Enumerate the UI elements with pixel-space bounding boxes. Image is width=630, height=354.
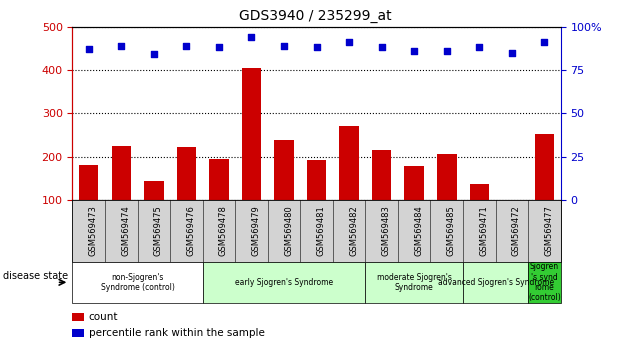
Text: early Sjogren's Syndrome: early Sjogren's Syndrome xyxy=(235,278,333,287)
Bar xyxy=(79,165,98,200)
Bar xyxy=(404,166,424,200)
Text: GSM569474: GSM569474 xyxy=(121,206,130,256)
Text: GSM569473: GSM569473 xyxy=(89,206,98,256)
Text: disease state: disease state xyxy=(3,270,68,280)
Text: GDS3940 / 235299_at: GDS3940 / 235299_at xyxy=(239,9,391,23)
Text: GSM569477: GSM569477 xyxy=(544,206,553,256)
Point xyxy=(149,51,159,57)
Text: GSM569475: GSM569475 xyxy=(154,206,163,256)
Bar xyxy=(469,183,489,200)
Point xyxy=(116,43,126,48)
Text: GSM569472: GSM569472 xyxy=(512,206,521,256)
Point xyxy=(344,39,354,45)
Bar xyxy=(535,134,554,200)
Text: non-Sjogren's
Syndrome (control): non-Sjogren's Syndrome (control) xyxy=(101,273,175,292)
Point xyxy=(507,50,517,55)
Text: GSM569479: GSM569479 xyxy=(251,206,260,256)
Text: count: count xyxy=(89,312,118,322)
Bar xyxy=(176,147,196,200)
Text: Sjogren
's synd
rome
(control): Sjogren 's synd rome (control) xyxy=(528,262,561,302)
Text: GSM569476: GSM569476 xyxy=(186,206,195,256)
Text: GSM569481: GSM569481 xyxy=(317,206,326,256)
Text: moderate Sjogren's
Syndrome: moderate Sjogren's Syndrome xyxy=(377,273,452,292)
Text: percentile rank within the sample: percentile rank within the sample xyxy=(89,328,265,338)
Point xyxy=(312,45,322,50)
Bar xyxy=(307,160,326,200)
Text: GSM569482: GSM569482 xyxy=(349,206,358,256)
Bar xyxy=(274,140,294,200)
Point xyxy=(377,45,387,50)
Text: GSM569480: GSM569480 xyxy=(284,206,293,256)
Bar xyxy=(242,68,261,200)
Point xyxy=(442,48,452,54)
Text: GSM569485: GSM569485 xyxy=(447,206,455,256)
Point xyxy=(246,34,256,40)
Point xyxy=(181,43,192,48)
Bar xyxy=(209,159,229,200)
Point xyxy=(214,45,224,50)
Bar xyxy=(112,146,131,200)
Text: GSM569478: GSM569478 xyxy=(219,206,228,256)
Point xyxy=(410,48,420,54)
Point xyxy=(279,43,289,48)
Text: advanced Sjogren's Syndrome: advanced Sjogren's Syndrome xyxy=(438,278,554,287)
Point xyxy=(474,45,484,50)
Point xyxy=(539,39,549,45)
Bar xyxy=(144,181,164,200)
Bar xyxy=(372,150,391,200)
Point xyxy=(84,46,94,52)
Bar xyxy=(340,126,359,200)
Text: GSM569471: GSM569471 xyxy=(479,206,488,256)
Text: GSM569484: GSM569484 xyxy=(415,206,423,256)
Bar xyxy=(437,154,457,200)
Text: GSM569483: GSM569483 xyxy=(382,206,391,256)
